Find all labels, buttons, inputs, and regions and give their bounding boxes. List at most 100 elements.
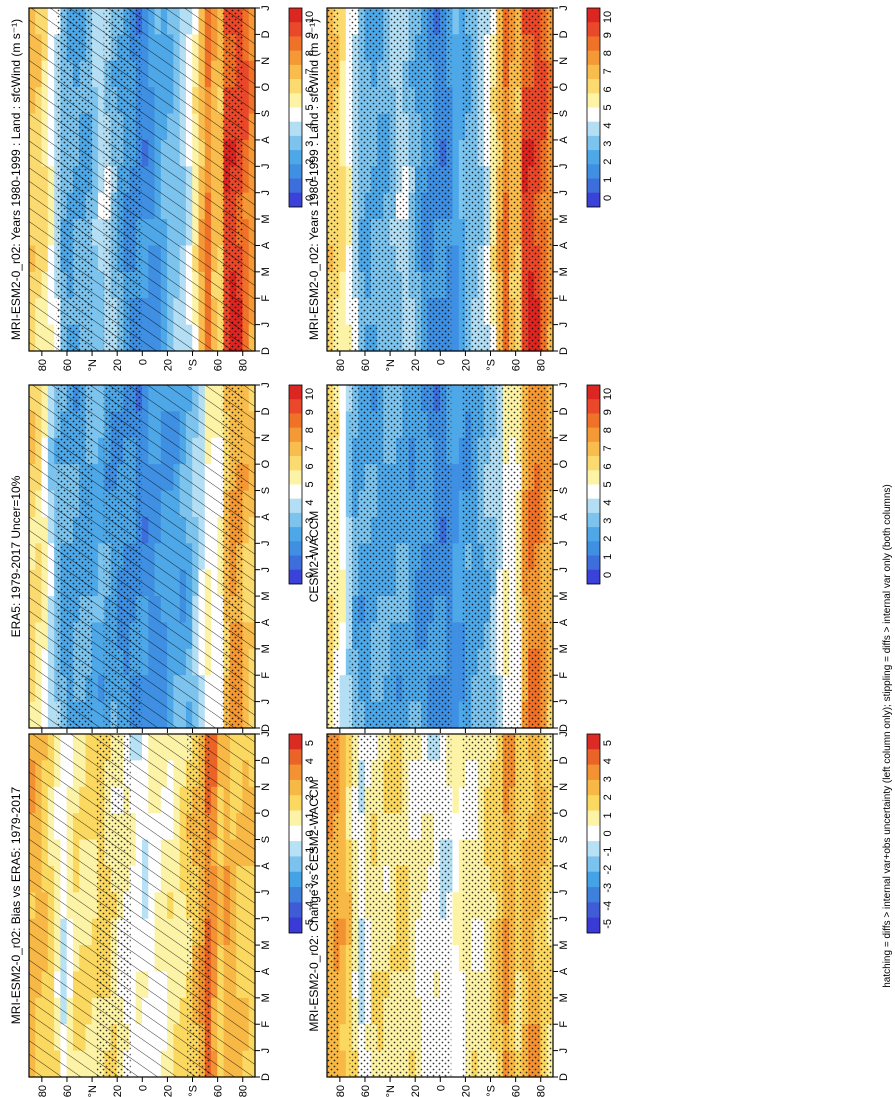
colorbar-swatch bbox=[587, 779, 600, 796]
colorbar-swatch bbox=[289, 902, 302, 919]
colorbar-swatch bbox=[587, 79, 600, 94]
heatmap-cell bbox=[339, 245, 347, 273]
colorbar-swatch bbox=[587, 135, 600, 151]
heatmap-cell bbox=[339, 971, 347, 999]
heatmap-cell bbox=[452, 543, 460, 571]
month-tick-label: D bbox=[558, 407, 570, 415]
panel-title: MRI-ESM2-0_r02: Change vs CESM2-WACCM bbox=[307, 779, 321, 1031]
lat-tick-label: 20 bbox=[112, 1085, 124, 1097]
heatmap-cell bbox=[339, 945, 347, 973]
month-tick-label: M bbox=[558, 214, 570, 223]
month-tick-label: F bbox=[558, 672, 570, 679]
month-tick-label: A bbox=[260, 241, 272, 249]
colorbar-swatch bbox=[587, 150, 600, 165]
month-tick-label: J bbox=[558, 164, 570, 170]
colorbar-swatch bbox=[289, 779, 302, 796]
heatmap-cell bbox=[452, 945, 460, 973]
heatmap-cell bbox=[345, 997, 353, 1025]
lat-tick-label: °N bbox=[385, 359, 397, 371]
heatmap-cell bbox=[452, 622, 460, 650]
heatmap-cell bbox=[339, 813, 347, 841]
colorbar-label: 4 bbox=[304, 122, 316, 128]
colorbar-swatch bbox=[289, 93, 302, 108]
heatmap-cell bbox=[339, 139, 347, 167]
colorbar-label: 7 bbox=[602, 445, 614, 451]
heatmap-cell bbox=[458, 622, 466, 650]
heatmap-cell bbox=[339, 271, 347, 299]
colorbar-frame bbox=[288, 384, 303, 585]
heatmap-cell bbox=[452, 34, 460, 62]
heatmap-cell bbox=[339, 675, 347, 703]
month-tick-label: A bbox=[558, 241, 570, 249]
stippling-overlay bbox=[327, 734, 339, 1077]
month-tick-label: D bbox=[558, 724, 570, 732]
colorbar-label: 10 bbox=[304, 388, 316, 400]
colorbar-label: 4 bbox=[304, 758, 316, 764]
colorbar-swatch bbox=[587, 527, 600, 542]
colorbar-label: 2 bbox=[304, 794, 316, 800]
month-tick-label: J bbox=[558, 190, 570, 196]
colorbar-swatch bbox=[587, 399, 600, 414]
panel-cesm: 8060°N20020°S6080DJFMAMJJASONDJCESM2-WAC… bbox=[307, 382, 614, 748]
colorbar-label: 1 bbox=[602, 554, 614, 560]
colorbar-label: 9 bbox=[304, 409, 316, 415]
heatmap-cell bbox=[345, 87, 353, 115]
heatmap-cell bbox=[458, 192, 466, 220]
stippling-overlay bbox=[349, 8, 452, 351]
heatmap-cell bbox=[345, 701, 353, 729]
panel-mod-col1: 80 60 °N 20 0 20 °S 60 80DJFMAMJJASONDJMRI-ESM2-… bbox=[9, 5, 316, 371]
colorbar-label: 7 bbox=[602, 68, 614, 74]
heatmap-cell bbox=[339, 997, 347, 1025]
colorbar-label: 3 bbox=[602, 776, 614, 782]
colorbar-swatch bbox=[289, 841, 302, 857]
lat-tick-label: 80 bbox=[238, 1085, 250, 1097]
heatmap-cell bbox=[339, 298, 347, 326]
lat-tick-label: 60 bbox=[62, 1085, 74, 1097]
colorbar-label: 2 bbox=[304, 536, 316, 542]
colorbar-swatch bbox=[587, 887, 600, 903]
colorbar-label: 5 bbox=[602, 740, 614, 746]
colorbar-swatch bbox=[587, 841, 600, 857]
colorbar-swatch bbox=[289, 79, 302, 94]
colorbar-label: -3 bbox=[304, 883, 316, 893]
month-tick-label: J bbox=[260, 699, 272, 705]
heatmap-cell bbox=[452, 490, 460, 518]
heatmap-cell bbox=[458, 813, 466, 841]
colorbar-label: 10 bbox=[304, 11, 316, 23]
lat-tick-label: 80 bbox=[238, 359, 250, 371]
colorbar-swatch bbox=[587, 50, 600, 66]
colorbar-swatch bbox=[289, 50, 302, 66]
month-tick-label: D bbox=[558, 756, 570, 764]
month-tick-label: J bbox=[260, 382, 272, 388]
colorbar-label: 0 bbox=[602, 572, 614, 578]
colorbar-swatch bbox=[289, 498, 302, 514]
colorbar-label: 8 bbox=[602, 50, 614, 56]
month-tick-label: M bbox=[558, 267, 570, 276]
heatmap-cell bbox=[458, 839, 466, 867]
lat-tick-label: 80 bbox=[335, 1085, 347, 1097]
heatmap-cell bbox=[345, 34, 353, 62]
lat-tick-label: 80 bbox=[536, 1085, 548, 1097]
colorbar-swatch bbox=[289, 121, 302, 137]
heatmap-cell bbox=[458, 34, 466, 62]
colorbar-frame bbox=[586, 733, 601, 934]
colorbar-frame bbox=[586, 384, 601, 585]
colorbar-swatch bbox=[587, 512, 600, 528]
month-tick-label: M bbox=[260, 214, 272, 223]
colorbar-swatch bbox=[587, 385, 600, 400]
colorbar-swatch bbox=[587, 427, 600, 443]
heatmap-cell bbox=[345, 490, 353, 518]
stippling-overlay bbox=[187, 734, 210, 1077]
heatmap-cell bbox=[345, 1024, 353, 1052]
colorbar-label: 7 bbox=[304, 445, 316, 451]
heatmap-cell bbox=[452, 734, 460, 761]
colorbar-label: 0 bbox=[602, 195, 614, 201]
heatmap-cell bbox=[345, 892, 353, 920]
colorbar-swatch bbox=[587, 178, 600, 194]
lat-tick-label: 80 bbox=[37, 1085, 49, 1097]
heatmap-cell bbox=[452, 411, 460, 439]
colorbar-label: -4 bbox=[602, 901, 614, 911]
heatmap-cell bbox=[339, 892, 347, 920]
colorbar-label: 5 bbox=[304, 104, 316, 110]
month-tick-label: J bbox=[558, 699, 570, 705]
